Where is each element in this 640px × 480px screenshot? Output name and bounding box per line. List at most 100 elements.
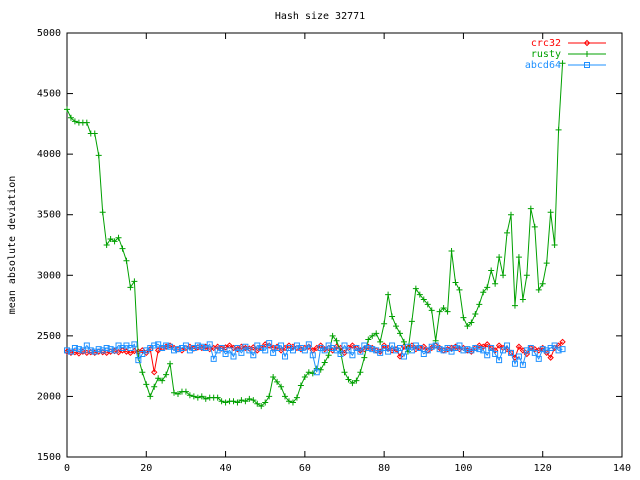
point — [103, 242, 110, 248]
point — [472, 311, 479, 318]
point — [412, 342, 419, 349]
point — [535, 286, 542, 293]
point — [349, 352, 356, 359]
point — [95, 346, 102, 353]
point — [468, 347, 475, 354]
point — [143, 347, 150, 354]
point — [325, 342, 332, 349]
point — [254, 342, 261, 349]
x-tick-label: 0 — [64, 463, 70, 474]
point — [547, 209, 554, 216]
point — [492, 351, 499, 358]
point — [373, 330, 380, 337]
point — [511, 360, 518, 367]
point — [151, 383, 158, 390]
point — [293, 394, 300, 401]
point — [500, 272, 507, 279]
point — [559, 60, 566, 67]
point — [289, 399, 296, 406]
y-axis-label: mean absolute deviation — [7, 176, 18, 314]
point — [210, 355, 217, 362]
point — [115, 342, 122, 349]
point — [444, 308, 451, 315]
point — [278, 383, 285, 390]
point — [349, 342, 356, 349]
legend-label: crc32 — [531, 38, 561, 49]
point — [115, 234, 122, 241]
point — [353, 344, 360, 351]
y-tick-label: 4500 — [37, 89, 61, 100]
point — [345, 376, 352, 383]
y-tick-label: 1500 — [37, 452, 61, 463]
point — [182, 388, 189, 395]
point — [329, 332, 336, 339]
point — [559, 346, 566, 353]
point — [381, 344, 388, 351]
point — [95, 152, 102, 159]
point — [234, 399, 241, 406]
point — [321, 347, 328, 354]
point — [194, 394, 201, 401]
point — [484, 341, 491, 348]
point — [274, 378, 281, 385]
point — [492, 280, 499, 287]
point — [139, 351, 146, 358]
point — [385, 291, 392, 298]
point — [175, 391, 181, 398]
point — [289, 347, 296, 354]
point — [357, 348, 364, 355]
point — [265, 342, 273, 349]
point — [143, 381, 150, 388]
point — [448, 348, 455, 355]
point — [333, 347, 340, 354]
point — [404, 343, 411, 350]
point — [547, 354, 554, 361]
point — [282, 353, 289, 360]
point — [476, 301, 483, 308]
y-tick-label: 2500 — [37, 331, 61, 342]
point — [504, 229, 511, 236]
point — [484, 352, 491, 359]
point — [202, 344, 209, 351]
point — [523, 272, 530, 279]
point — [428, 343, 435, 350]
point — [496, 357, 503, 364]
point — [495, 342, 503, 349]
y-tick-label: 2000 — [37, 391, 61, 402]
point — [452, 344, 459, 351]
point — [539, 346, 546, 353]
legend-marker — [584, 62, 590, 68]
point — [218, 398, 225, 405]
point — [301, 374, 308, 381]
point — [167, 343, 174, 350]
point — [416, 344, 423, 351]
point — [242, 344, 249, 352]
point — [365, 344, 372, 351]
legend-marker — [584, 51, 590, 57]
y-tick-label: 3000 — [37, 270, 61, 281]
point — [123, 342, 130, 349]
point — [119, 347, 126, 354]
point — [408, 347, 415, 354]
point — [301, 347, 308, 354]
point — [393, 347, 400, 354]
x-tick-label: 60 — [299, 463, 311, 474]
point — [440, 347, 447, 354]
y-tick-label: 4000 — [37, 149, 61, 160]
point — [67, 348, 74, 355]
point — [238, 349, 245, 356]
point — [171, 347, 178, 354]
point — [373, 347, 380, 354]
point — [555, 347, 562, 354]
point — [266, 340, 273, 347]
point — [385, 348, 392, 355]
point — [159, 344, 166, 351]
point — [305, 341, 312, 348]
point — [515, 353, 522, 360]
point — [151, 342, 158, 349]
point — [286, 344, 292, 351]
point — [127, 344, 134, 351]
point — [361, 342, 368, 349]
point — [508, 349, 514, 356]
